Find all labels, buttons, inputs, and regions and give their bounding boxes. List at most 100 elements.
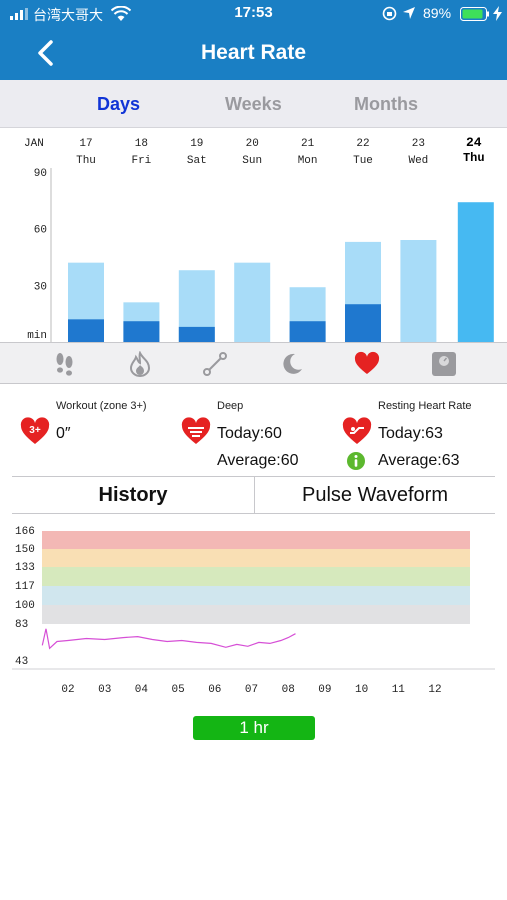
resting-today: Today:63 [378,425,443,442]
deep-sleep-heart-icon [181,417,211,444]
time-range-button[interactable]: 1 hr [193,716,315,740]
segment-history[interactable]: History [98,484,168,506]
x-tick-label: 10 [355,684,368,696]
x-tick-label: 12 [428,684,441,696]
workout-label: Workout (zone 3+) [56,400,147,412]
y-tick-label: 30 [34,281,47,293]
x-day-label: 22 [356,138,369,150]
y-tick-label: 60 [34,225,47,237]
y-tick-label: 43 [15,656,28,668]
y-tick-label: 83 [15,619,28,631]
wifi-icon [111,6,131,21]
x-tick-label: 08 [282,684,295,696]
heart-rate-history-chart: 166 150 133 117 100 83 43 02 03 04 05 06 07 08 09 10 11 1… [0,514,507,704]
x-day-label: 17 [79,138,92,150]
x-day-label: 20 [246,138,259,150]
cell-signal-icon [10,8,28,20]
x-tick-label: 07 [245,684,258,696]
workout-zone-heart-icon: 3+ [20,417,50,444]
y-tick-label: 133 [15,562,35,574]
resting-bar-segment [289,321,326,342]
navigation-bar: Heart Rate [0,28,507,80]
resting-bar-segment [178,326,215,342]
heart-rate-bar [234,262,271,342]
month-label: JAN [24,138,44,150]
distance-icon[interactable] [202,351,228,377]
x-tick-label: 06 [208,684,221,696]
rotation-lock-icon [382,6,397,21]
x-tick-label: 03 [98,684,111,696]
x-weekday-label: Thu [463,151,485,165]
x-weekday-label: Wed [408,155,428,167]
y-tick-label: min [27,330,47,342]
location-arrow-icon [403,7,415,19]
x-day-label: 19 [190,138,203,150]
back-chevron-icon[interactable] [32,38,60,68]
workout-zone-badge: 3+ [29,425,41,436]
tab-months[interactable]: Months [354,94,418,114]
workout-value: 0″ [56,425,71,442]
x-tick-label: 04 [135,684,149,696]
y-tick-label: 166 [15,526,35,538]
resting-heart-icon [342,417,372,444]
segment-pulse-waveform[interactable]: Pulse Waveform [302,484,448,506]
deep-today: Today:60 [217,425,282,442]
resting-label: Resting Heart Rate [378,400,472,412]
x-day-label: 24 [466,135,482,150]
x-day-label: 23 [412,138,425,150]
x-tick-label: 05 [171,684,184,696]
tab-days[interactable]: Days [97,94,141,114]
resting-average: Average:63 [378,452,460,469]
daily-heart-rate-chart: JAN 90 60 30 min 17 Thu 18 Fri 19 Sat 20 Sun 21 Mon 22 T… [0,128,507,342]
segment-divider [254,477,255,513]
deep-average: Average:60 [217,452,299,469]
charging-bolt-icon [493,6,502,21]
status-time: 17:53 [234,4,273,21]
resting-bar-segment [345,304,381,342]
battery-icon [460,7,489,21]
battery-percent: 89% [423,5,452,21]
footprints-icon[interactable] [51,351,77,377]
x-day-label: 18 [135,138,148,150]
heart-rate-zone-band [42,549,470,567]
heart-rate-bar [400,240,437,342]
heart-rate-zone-band [42,586,470,605]
history-line-chart: 166 150 133 117 100 83 43 02 03 04 05 06 07 08 09 10 11 1… [12,526,495,696]
y-tick-label: 90 [34,168,47,180]
x-tick-label: 09 [318,684,331,696]
moon-icon[interactable] [279,351,305,377]
y-tick-label: 150 [15,544,35,556]
x-weekday-label: Mon [298,155,318,167]
x-weekday-label: Tue [353,155,373,167]
heart-rate-line [41,628,296,650]
scale-icon[interactable] [431,351,457,377]
daily-bar-chart: JAN 90 60 30 min 17 Thu 18 Fri 19 Sat 20 Sun 21 Mon 22 T… [24,135,494,342]
deep-label: Deep [217,400,244,412]
x-weekday-label: Fri [131,155,151,167]
chart-mode-segmented-control: History Pulse Waveform [12,476,495,514]
heart-rate-summary: Workout (zone 3+) 3+ 0″ Deep Today:60 Av… [0,384,507,476]
x-day-label: 21 [301,138,315,150]
y-tick-label: 117 [15,581,35,593]
x-weekday-label: Sat [187,155,207,167]
heart-rate-zone-band [42,567,470,586]
heart-rate-zone-band [42,605,470,624]
x-weekday-label: Thu [76,155,96,167]
x-weekday-label: Sun [242,155,262,167]
heart-rate-bar [457,202,494,342]
info-icon[interactable] [346,451,366,471]
resting-bar-segment [123,321,160,342]
x-tick-label: 02 [61,684,74,696]
tab-weeks[interactable]: Weeks [225,94,282,114]
x-tick-label: 11 [392,684,406,696]
status-bar: 台湾大哥大 17:53 89% [0,0,507,28]
heart-icon[interactable] [354,351,380,377]
metric-icon-bar [0,342,507,384]
heart-rate-zone-band [42,531,470,549]
carrier-name: 台湾大哥大 [33,7,103,23]
flame-icon[interactable] [127,351,153,377]
y-tick-label: 100 [15,600,35,612]
period-tabs: Days Weeks Months [0,80,507,128]
resting-bar-segment [68,319,104,342]
